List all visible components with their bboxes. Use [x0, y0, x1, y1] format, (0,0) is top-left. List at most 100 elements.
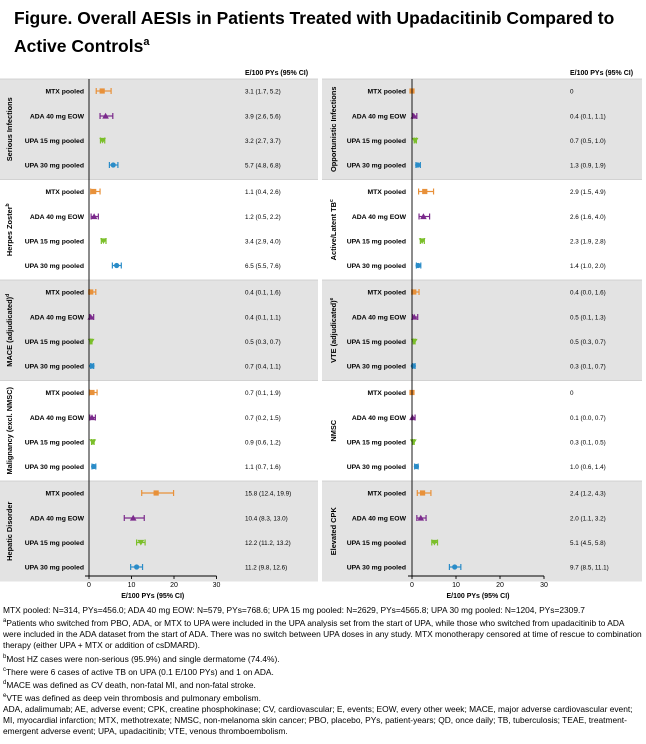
arm-label: UPA 15 mg pooled	[347, 540, 406, 547]
point-estimate-square	[88, 289, 94, 295]
panel-label: Active/Latent TBc	[329, 199, 338, 260]
right-panel-band	[322, 481, 642, 582]
rate-value: 6.5 (5.5, 7.6)	[245, 263, 281, 270]
point-estimate-square	[91, 188, 97, 195]
right-panel-band	[322, 280, 642, 381]
x-tick-label: 20	[496, 582, 504, 589]
figure-title-sup: a	[143, 36, 150, 48]
point-estimate-circle	[415, 262, 421, 269]
left-x-axis-title: E/100 PYs (95% CI)	[121, 593, 184, 600]
rate-value: 5.1 (4.5, 5.8)	[570, 540, 606, 547]
point-estimate-circle	[452, 564, 458, 570]
arm-label: UPA 15 mg pooled	[25, 138, 84, 145]
panel-label: Hepatic Disorder	[5, 502, 14, 561]
panel-label: Herpes Zosterb	[5, 203, 14, 256]
rate-value: 3.4 (2.9, 4.0)	[245, 239, 281, 246]
rate-value: 3.1 (1.7, 5.2)	[245, 89, 281, 96]
arm-label: ADA 40 mg EOW	[352, 114, 407, 121]
rate-value: 1.1 (0.7, 1.6)	[245, 464, 281, 471]
rate-value: 2.9 (1.5, 4.9)	[570, 189, 606, 196]
point-estimate-circle	[91, 463, 97, 470]
panel-label: NMSC	[329, 419, 338, 441]
rate-value: 11.2 (9.8, 12.6)	[245, 565, 287, 572]
arm-label: ADA 40 mg EOW	[30, 114, 85, 121]
arm-label: UPA 30 mg pooled	[347, 263, 406, 270]
footnote-e: eVTE was defined as deep vein thrombosis…	[3, 692, 261, 703]
point-estimate-triangle-down	[418, 238, 426, 244]
panel-label-sup: c	[329, 199, 335, 202]
arm-label: UPA 30 mg pooled	[347, 364, 406, 371]
panel-label-sup: e	[329, 297, 335, 300]
figure-title-text: Figure. Overall AESIs in Patients Treate…	[14, 8, 615, 56]
point-estimate-triangle	[420, 213, 427, 220]
rate-value: 1.4 (1.0, 2.0)	[570, 263, 606, 270]
rate-value: 0.5 (0.3, 0.7)	[570, 339, 606, 346]
arm-label: UPA 30 mg pooled	[25, 263, 84, 270]
rate-value: 2.4 (1.2, 4.3)	[570, 491, 606, 498]
rate-value: 1.1 (0.4, 2.6)	[245, 189, 281, 196]
point-estimate-square	[99, 88, 105, 94]
x-tick-label: 30	[213, 582, 221, 589]
arm-label: ADA 40 mg EOW	[352, 516, 407, 523]
arm-label: ADA 40 mg EOW	[30, 315, 85, 322]
point-estimate-triangle	[88, 414, 96, 421]
footnote-c: cThere were 6 cases of active TB on UPA …	[3, 666, 274, 677]
rate-value: 0.3 (0.1, 0.7)	[570, 364, 606, 371]
right-panel-band	[322, 79, 642, 180]
arm-label: MTX pooled	[45, 89, 84, 96]
point-estimate-triangle-down	[409, 439, 417, 445]
arm-label: UPA 15 mg pooled	[347, 440, 406, 447]
arm-label: UPA 15 mg pooled	[347, 138, 406, 145]
point-estimate-triangle-down	[410, 338, 418, 345]
rate-value: 0	[570, 390, 574, 397]
arm-label: MTX pooled	[45, 390, 84, 397]
point-estimate-triangle	[410, 313, 418, 320]
arm-label: UPA 30 mg pooled	[347, 565, 406, 572]
panel-label: MACE (adjudicated)d	[5, 294, 14, 367]
left-panel-band	[0, 481, 318, 582]
arm-label: UPA 15 mg pooled	[347, 239, 406, 246]
rate-value: 1.3 (0.9, 1.9)	[570, 163, 606, 170]
footnotes: MTX pooled: N=314, PYs=456.0; ADA 40 mg …	[3, 605, 643, 737]
point-estimate-triangle	[129, 514, 137, 521]
panel-label: Serious Infections	[5, 97, 14, 161]
arm-label: UPA 30 mg pooled	[347, 464, 406, 471]
rate-value: 0.4 (0.1, 1.1)	[245, 315, 281, 322]
point-estimate-triangle-down	[89, 439, 97, 445]
arm-label: MTX pooled	[367, 491, 406, 498]
arm-label: UPA 30 mg pooled	[25, 364, 84, 371]
point-estimate-triangle-down	[431, 539, 438, 546]
rate-value: 3.2 (2.7, 3.7)	[245, 138, 281, 145]
arm-label: ADA 40 mg EOW	[352, 214, 407, 221]
forest-plot: E/100 PYs (95% CI) Serious Infections MTX …	[0, 70, 642, 600]
rate-value: 0.7 (0.1, 1.9)	[245, 390, 281, 397]
rate-value: 2.3 (1.9, 2.8)	[570, 239, 606, 246]
point-estimate-square	[411, 289, 417, 295]
panel-label: Opportunistic Infections	[329, 87, 338, 172]
arm-label: UPA 15 mg pooled	[25, 339, 84, 346]
arm-label: MTX pooled	[45, 491, 84, 498]
left-panel-band	[0, 280, 318, 381]
rate-value: 2.6 (1.6, 4.0)	[570, 214, 606, 221]
rate-value: 0.5 (0.3, 0.7)	[245, 339, 281, 346]
arm-label: ADA 40 mg EOW	[30, 516, 85, 523]
left-panel-band	[0, 79, 318, 180]
arm-label: ADA 40 mg EOW	[352, 315, 407, 322]
point-estimate-circle	[410, 363, 416, 369]
rate-value: 0.9 (0.6, 1.2)	[245, 440, 281, 447]
rate-value: 0.4 (0.1, 1.6)	[245, 290, 281, 297]
panel-label: Elevated CPK	[329, 507, 338, 556]
arm-label: MTX pooled	[45, 189, 84, 196]
rate-value: 0.5 (0.1, 1.3)	[570, 315, 606, 322]
point-estimate-triangle-down	[99, 137, 106, 144]
panel-label: Malignancy (excl. NMSC)	[5, 386, 14, 474]
footnote-a: aPatients who switched from PBO, ADA, or…	[3, 618, 642, 651]
arm-label: MTX pooled	[367, 89, 406, 96]
rate-value: 0.4 (0.1, 1.1)	[570, 114, 606, 121]
point-estimate-triangle-down	[137, 539, 145, 546]
point-estimate-triangle	[102, 112, 109, 119]
arm-label: MTX pooled	[367, 390, 406, 397]
point-estimate-circle	[110, 162, 116, 168]
arm-label: ADA 40 mg EOW	[30, 415, 85, 422]
point-estimate-triangle-down	[100, 238, 107, 244]
